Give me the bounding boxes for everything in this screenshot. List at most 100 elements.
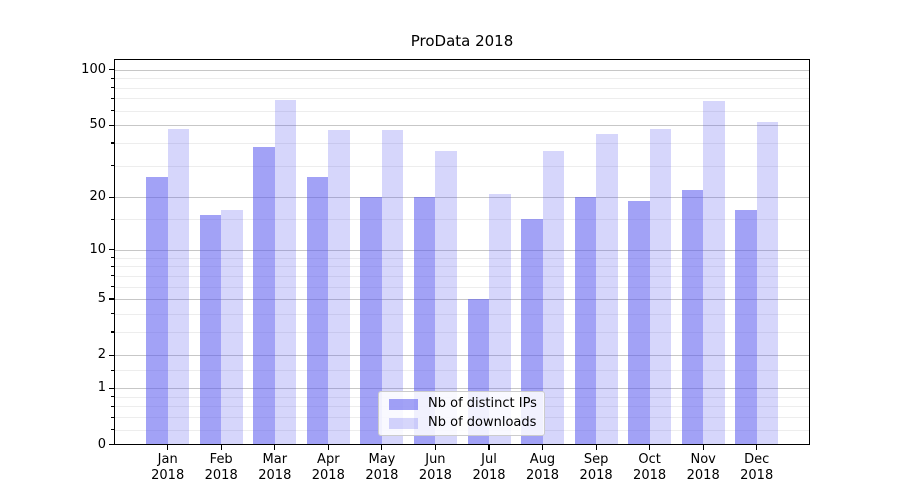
- bar-distinct-ips-aug: [521, 219, 543, 444]
- x-tick-month: Aug: [529, 452, 556, 467]
- x-tick-year: 2018: [525, 467, 560, 483]
- x-tick-year: 2018: [633, 467, 667, 483]
- x-tickmark-sep: [595, 445, 597, 450]
- bar-distinct-ips-apr: [306, 176, 329, 444]
- y-tick-label-2: 2: [97, 347, 106, 363]
- x-tick-label-mar: Mar 2018: [247, 452, 303, 483]
- y-minor-tickmark-4: [111, 313, 114, 315]
- y-minor-tickmark-40: [111, 142, 114, 144]
- y-minor-tickmark-1.5: [111, 369, 114, 371]
- x-tick-year: 2018: [365, 467, 399, 483]
- x-tickmark-apr: [327, 445, 329, 450]
- y-minor-tickmark-15: [111, 218, 114, 220]
- legend-swatch-downloads: [389, 417, 418, 429]
- x-tick-label-nov: Nov 2018: [675, 452, 731, 483]
- x-tick-month: Apr: [317, 452, 340, 467]
- plot-area: Nb of distinct IPs Nb of downloads: [108, 59, 810, 450]
- x-tick-year: 2018: [204, 467, 238, 483]
- x-tick-month: Sep: [583, 452, 609, 467]
- y-minor-tickmark-0.6: [111, 405, 114, 407]
- x-tick-label-oct: Oct 2018: [622, 452, 678, 483]
- y-tickmark-5: [108, 298, 114, 300]
- minor-gridline-1.5: [115, 370, 809, 372]
- y-tick-label-0: 0: [97, 436, 106, 452]
- bar-distinct-ips-feb: [199, 214, 222, 444]
- x-tick-month: Feb: [209, 452, 233, 467]
- x-tick-label-apr: Apr 2018: [300, 452, 356, 483]
- x-tickmark-dec: [756, 445, 758, 450]
- x-tick-month: Jun: [425, 452, 446, 467]
- x-tick-month: May: [368, 452, 396, 467]
- x-tickmark-oct: [649, 445, 651, 450]
- x-tickmark-jun: [434, 445, 436, 450]
- x-tick-year: 2018: [418, 467, 452, 483]
- y-tick-label-100: 100: [81, 61, 106, 77]
- minor-gridline-40: [115, 143, 809, 144]
- minor-gridline-70: [115, 98, 809, 100]
- bar-distinct-ips-jun: [413, 197, 436, 444]
- x-tick-month: Dec: [744, 452, 770, 467]
- x-tickmark-mar: [274, 445, 276, 450]
- bar-downloads-apr: [328, 130, 350, 444]
- x-tickmark-jul: [488, 445, 490, 450]
- legend-label-distinct-ips: Nb of distinct IPs: [428, 396, 537, 411]
- minor-gridline-9: [115, 257, 809, 259]
- x-tick-year: 2018: [579, 467, 613, 483]
- x-tick-month: Jan: [157, 452, 178, 467]
- y-tick-label-10: 10: [89, 241, 106, 257]
- x-tickmark-may: [381, 445, 383, 450]
- x-tick-label-sep: Sep 2018: [568, 452, 624, 483]
- chart-title: ProData 2018: [410, 32, 514, 50]
- x-tick-label-jun: Jun 2018: [407, 452, 463, 483]
- x-tick-month: Jul: [481, 452, 497, 467]
- x-tickmark-feb: [220, 445, 222, 450]
- x-tick-year: 2018: [151, 467, 185, 483]
- y-minor-tickmark-90: [111, 77, 114, 79]
- y-minor-tickmark-0.8: [111, 396, 114, 398]
- legend-item-downloads: Nb of downloads: [389, 415, 536, 431]
- x-tick-label-aug: Aug 2018: [515, 452, 571, 483]
- bar-downloads-nov: [703, 100, 725, 444]
- y-minor-tickmark-70: [111, 97, 114, 99]
- x-tickmark-nov: [702, 445, 704, 450]
- major-gridline-5: [115, 299, 809, 300]
- bar-downloads-aug: [542, 151, 564, 444]
- y-tick-label-50: 50: [89, 117, 106, 133]
- bar-downloads-may: [381, 130, 404, 444]
- y-tickmark-100: [108, 69, 114, 71]
- y-minor-tickmark-8: [111, 265, 114, 267]
- y-minor-tickmark-0.2: [111, 429, 114, 431]
- y-tickmark-10: [108, 249, 114, 251]
- legend-item-distinct-ips: Nb of distinct IPs: [389, 396, 537, 412]
- x-tickmark-jan: [167, 445, 169, 450]
- bar-distinct-ips-jan: [146, 176, 168, 444]
- x-tick-month: Nov: [690, 452, 716, 467]
- y-minor-tickmark-0.4: [111, 416, 114, 418]
- minor-gridline-15: [115, 219, 809, 221]
- bar-distinct-ips-dec: [735, 209, 757, 444]
- x-tick-year: 2018: [311, 467, 345, 483]
- bar-downloads-sep: [596, 133, 618, 444]
- y-minor-tickmark-80: [111, 87, 114, 89]
- x-tick-year: 2018: [258, 467, 292, 483]
- minor-gridline-80: [115, 87, 809, 89]
- legend: Nb of distinct IPs Nb of downloads: [378, 391, 545, 436]
- x-tickmark-aug: [541, 445, 544, 450]
- x-tick-label-may: May 2018: [354, 452, 410, 483]
- major-gridline-10: [115, 249, 809, 251]
- y-tick-label-20: 20: [89, 189, 106, 205]
- bar-distinct-ips-mar: [253, 147, 275, 444]
- y-tickmark-20: [108, 196, 114, 198]
- y-minor-tickmark-30: [111, 165, 114, 167]
- x-tick-label-jan: Jan 2018: [140, 452, 196, 483]
- major-gridline-100: [115, 69, 809, 71]
- x-tick-year: 2018: [740, 467, 774, 483]
- y-tick-label-1: 1: [97, 380, 106, 396]
- y-minor-tickmark-3: [111, 331, 114, 333]
- minor-gridline-60: [115, 110, 809, 112]
- x-tick-label-dec: Dec 2018: [729, 452, 785, 483]
- minor-gridline-4: [115, 313, 809, 315]
- bar-downloads-feb: [221, 209, 243, 444]
- legend-swatch-distinct-ips: [389, 398, 418, 410]
